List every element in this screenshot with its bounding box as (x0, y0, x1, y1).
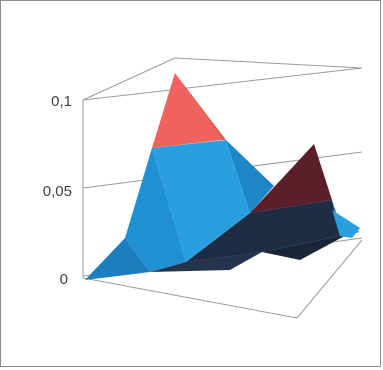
surface-patch-front-tip (332, 210, 360, 238)
surface-patch-back-1 (186, 200, 340, 262)
tick-label-0.1: 0,1 (51, 93, 72, 110)
gridline-0.1 (82, 67, 363, 101)
surface-patch-front-1 (85, 238, 150, 280)
surface-patch-back-peak (250, 144, 332, 213)
surface-patch-front-4 (226, 140, 274, 213)
surface-patch-front-peak-edge (175, 73, 226, 140)
surface-back-row (150, 144, 352, 272)
floor-front-edge (82, 277, 298, 319)
left-wall-top-edge (82, 57, 176, 101)
surface-patch-front-3 (152, 140, 250, 262)
surface-front-row (85, 140, 360, 280)
floor-right-edge (296, 239, 363, 319)
surface-patch-back-2 (150, 252, 262, 272)
surface-patch-back-3 (262, 232, 352, 260)
surface-patch-front-peak (152, 73, 222, 148)
tick-label-0.05: 0,05 (43, 183, 72, 200)
back-wall-top-edge (174, 57, 363, 69)
tick-label-0: 0 (60, 271, 68, 288)
surface-patch-front-2 (125, 148, 186, 272)
